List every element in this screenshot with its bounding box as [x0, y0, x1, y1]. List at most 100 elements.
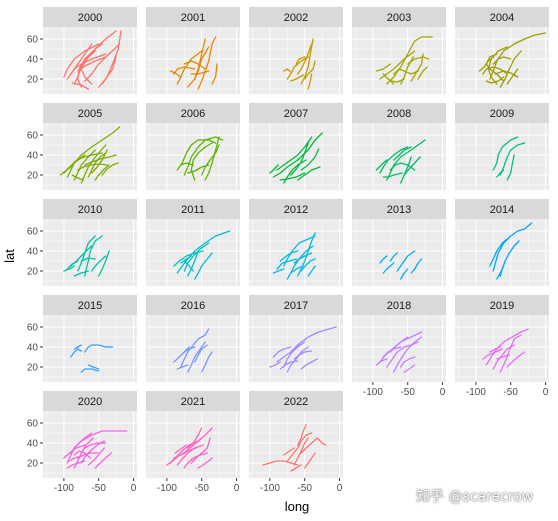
plot-background	[352, 219, 446, 286]
x-tick-label: -50	[503, 387, 518, 398]
strip-2007	[249, 103, 343, 123]
y-axis-title: lat	[2, 249, 17, 263]
track-line-2020-7	[66, 460, 86, 469]
track-line-2017-7	[269, 361, 281, 368]
tracks-2013	[379, 250, 423, 280]
track-line-2003-6	[410, 53, 424, 82]
strip-2005	[43, 103, 137, 123]
track-line-2004-6	[485, 76, 505, 84]
panel-2004: 2004	[455, 7, 549, 94]
track-line-2022-5	[283, 447, 295, 456]
tracks-2011	[173, 230, 231, 280]
track-line-2008-4	[375, 159, 388, 171]
panel-2008: 2008	[352, 103, 446, 190]
strip-label-2003: 2003	[387, 12, 411, 24]
track-line-2021-5	[180, 437, 203, 456]
y-tick-label: 40	[27, 247, 39, 258]
track-line-2013-4	[400, 268, 409, 280]
y-tick-label: 20	[27, 459, 39, 470]
track-line-2000-5	[70, 53, 107, 75]
track-line-2017-5	[279, 360, 299, 370]
track-line-2022-1	[262, 460, 299, 466]
x-tick-label: -50	[400, 387, 415, 398]
x-tick-label: 0	[337, 483, 343, 494]
track-line-2002-8	[307, 73, 313, 90]
track-line-2012-6	[279, 250, 299, 262]
track-line-2008-2	[386, 139, 426, 181]
track-line-2011-2	[183, 242, 210, 272]
track-line-2003-9	[382, 73, 395, 85]
track-line-2003-8	[407, 56, 430, 65]
track-line-2022-3	[293, 437, 309, 466]
tracks-2014	[489, 222, 533, 280]
track-line-2002-1	[297, 43, 313, 75]
strip-label-2016: 2016	[181, 300, 205, 312]
track-line-2012-10	[307, 265, 316, 277]
strip-2016	[146, 295, 240, 315]
track-line-2000-3	[77, 30, 117, 88]
track-line-2014-4	[496, 265, 505, 280]
track-line-2016-1	[180, 328, 210, 368]
panel-2005: 2005	[43, 103, 137, 190]
tracks-2019	[482, 328, 529, 373]
x-tick-label: -50	[194, 483, 209, 494]
track-line-2020-12	[84, 442, 107, 449]
track-line-2007-4	[290, 142, 309, 176]
x-tick-label: -100	[363, 387, 383, 398]
track-line-2007-5	[269, 164, 279, 174]
track-line-2008-8	[403, 156, 421, 176]
track-line-2016-2	[187, 341, 206, 373]
plot-background	[146, 27, 240, 94]
track-line-2013-1	[382, 262, 395, 274]
plot-background	[43, 315, 137, 382]
strip-label-2004: 2004	[490, 12, 514, 24]
tracks-2002	[283, 38, 316, 90]
track-line-2020-9	[73, 450, 91, 459]
track-line-2006-4	[201, 144, 220, 176]
x-tick-label: 0	[543, 387, 549, 398]
tracks-2006	[176, 136, 224, 181]
track-line-2011-5	[180, 255, 192, 264]
track-line-2021-4	[183, 452, 208, 469]
strip-label-2010: 2010	[78, 204, 102, 216]
track-line-2016-7	[183, 346, 196, 353]
track-line-2000-1	[66, 43, 93, 80]
panel-2022: 2022	[249, 391, 343, 478]
track-line-2004-1	[489, 32, 547, 80]
track-line-2016-4	[194, 344, 208, 363]
tracks-2005	[59, 126, 121, 184]
track-line-2002-3	[300, 38, 314, 85]
track-line-2011-6	[194, 252, 213, 280]
track-line-2016-6	[201, 351, 213, 373]
track-line-2006-2	[176, 139, 217, 171]
track-line-2021-10	[174, 444, 188, 454]
track-line-2003-3	[393, 68, 419, 75]
track-line-2004-5	[499, 50, 522, 88]
plot-background	[455, 123, 549, 190]
panel-2012: 2012	[249, 199, 343, 286]
panel-2017: 2017	[249, 295, 343, 382]
track-line-2021-9	[187, 427, 203, 449]
track-line-2018-8	[403, 364, 416, 373]
track-line-2015-4	[73, 344, 82, 350]
y-tick-label: 20	[27, 171, 39, 182]
track-line-2021-2	[176, 444, 204, 466]
track-line-2019-4	[499, 334, 522, 373]
tracks-2003	[375, 36, 433, 85]
panel-2001: 2001	[146, 7, 240, 94]
strip-label-2014: 2014	[490, 204, 514, 216]
track-line-2015-3	[80, 368, 100, 373]
track-line-2016-5	[176, 364, 189, 370]
panel-2000: 2000	[43, 7, 137, 94]
track-line-2002-4	[283, 68, 292, 73]
plot-background	[249, 27, 343, 94]
y-tick-label: 20	[27, 267, 39, 278]
track-line-2005-5	[70, 152, 103, 168]
track-line-2002-5	[290, 74, 304, 82]
track-line-2002-7	[295, 56, 306, 65]
track-line-2007-7	[279, 172, 306, 181]
strip-label-2015: 2015	[78, 300, 102, 312]
tracks-2008	[375, 139, 426, 184]
strip-2012	[249, 199, 343, 219]
track-line-2022-4	[300, 437, 327, 454]
